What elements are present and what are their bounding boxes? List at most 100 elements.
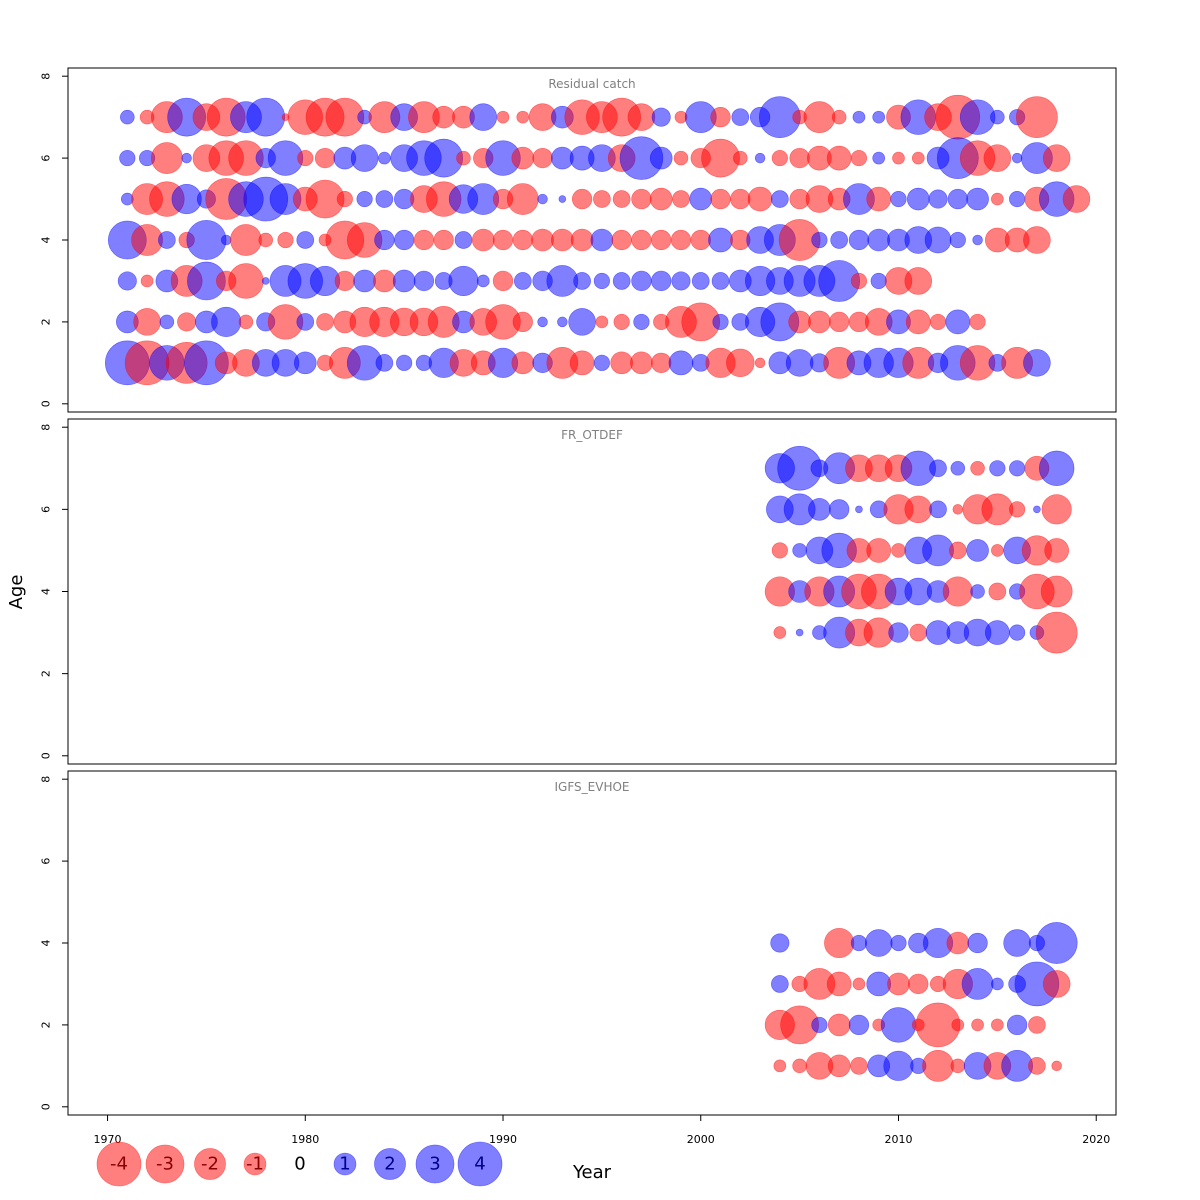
- bubble-point: [852, 110, 866, 124]
- bubble-point: [1023, 349, 1051, 377]
- bubble-point: [261, 277, 270, 285]
- bubble-point: [611, 229, 632, 251]
- x-tick-label: 2010: [884, 1133, 912, 1146]
- y-tick-label: 2: [40, 670, 53, 677]
- bubble-point: [230, 224, 262, 256]
- legend-bubble: [96, 1141, 142, 1187]
- bubble-point: [771, 542, 788, 559]
- bubble-point: [972, 234, 983, 246]
- bubble-point: [961, 968, 994, 1000]
- bubble-point: [890, 190, 907, 208]
- bubble-point: [711, 272, 730, 290]
- bubble-point: [730, 188, 751, 210]
- x-axis: 1970 1980 1990 2000 2010 2020: [94, 1114, 1110, 1146]
- bubble-point: [788, 310, 811, 334]
- bubble-point: [947, 188, 968, 210]
- bubble-point: [803, 101, 836, 134]
- bubble-point: [511, 146, 535, 170]
- bubble-point: [852, 977, 866, 991]
- bubble-point: [952, 504, 964, 515]
- bubble-point: [967, 932, 988, 954]
- bubble-point: [929, 500, 947, 519]
- bubble-point: [830, 231, 848, 249]
- bubble-point: [277, 231, 294, 249]
- bubble-point: [177, 312, 197, 332]
- bubble-point: [942, 576, 973, 607]
- y-tick-label: 0: [40, 752, 53, 759]
- bubble-point: [848, 1014, 870, 1036]
- bubble-point: [117, 271, 137, 291]
- bubble-point: [950, 1058, 966, 1074]
- bubble-point: [492, 229, 514, 251]
- bubble-point: [1006, 1014, 1028, 1036]
- legend-bubble: [374, 1148, 406, 1180]
- bubble-point: [773, 626, 787, 639]
- legend-label: 4: [474, 1154, 485, 1175]
- bubble-point: [571, 188, 593, 210]
- bubble-point: [569, 350, 595, 376]
- bubble-point: [789, 147, 810, 169]
- bubble-point: [691, 272, 710, 290]
- bubble-point: [651, 229, 672, 251]
- bubble-point: [1042, 144, 1071, 172]
- y-tick-label: 8: [40, 73, 53, 80]
- bubble-point: [1016, 96, 1058, 139]
- bubble-point: [297, 150, 314, 167]
- bubble-point: [945, 309, 971, 335]
- bubble-point: [1028, 1057, 1046, 1075]
- y-tick-label: 0: [40, 400, 53, 407]
- bubble-point: [627, 103, 656, 131]
- bubble-point: [314, 147, 336, 169]
- bubble-point: [350, 144, 379, 172]
- bubble-point: [970, 461, 985, 476]
- bubble-point: [159, 314, 175, 330]
- legend-label: -4: [110, 1154, 128, 1175]
- bubble-point: [795, 628, 804, 637]
- bubble-point: [181, 152, 192, 164]
- bubble-point: [258, 232, 273, 248]
- bubble-point: [970, 584, 985, 599]
- bubble-point: [929, 313, 947, 330]
- bubble-point: [959, 99, 996, 135]
- panel-title: IGFS_EVHOE: [555, 780, 630, 794]
- bubble-point: [246, 97, 286, 137]
- bubble-point: [891, 543, 906, 558]
- legend-label: 1: [339, 1154, 350, 1175]
- bubble-point: [850, 934, 868, 952]
- bubble-point: [870, 272, 887, 290]
- bubble-point: [771, 190, 789, 208]
- bubble-point: [909, 623, 928, 642]
- bubble-point: [557, 316, 568, 328]
- x-tick-label: 2020: [1082, 1133, 1110, 1146]
- bubble-point: [710, 107, 731, 128]
- bubble-point: [792, 543, 807, 558]
- bubble-point: [690, 229, 711, 251]
- bubble-point: [651, 270, 672, 292]
- bubble-point: [413, 270, 435, 292]
- bubble-point: [966, 187, 989, 211]
- bubble-point: [966, 539, 989, 562]
- bubble-point: [911, 151, 925, 165]
- bubble-point: [506, 183, 539, 215]
- bubble-point: [866, 971, 892, 997]
- bubble-point: [883, 1050, 914, 1081]
- bubble-point: [469, 103, 498, 131]
- panel-0: 0 2 4 6 8 Residual catch: [40, 67, 1117, 413]
- bubble-point: [991, 977, 1004, 991]
- bubble-point: [630, 351, 653, 375]
- bubble-point: [394, 229, 415, 251]
- bubble-point: [471, 228, 495, 252]
- bubble-point: [119, 150, 136, 167]
- bubble-point: [950, 461, 966, 476]
- bubble-point: [220, 234, 232, 246]
- bubble-point: [888, 622, 909, 643]
- bubble-point: [120, 109, 135, 125]
- bubble-point: [1009, 501, 1026, 518]
- bubble-point: [892, 151, 905, 165]
- bubble-point: [1038, 450, 1075, 486]
- bubble-point: [631, 188, 652, 210]
- bubble-point: [512, 311, 533, 333]
- bubble-point: [922, 1049, 954, 1082]
- bubble-point: [1009, 190, 1026, 208]
- bubble-point: [733, 150, 748, 166]
